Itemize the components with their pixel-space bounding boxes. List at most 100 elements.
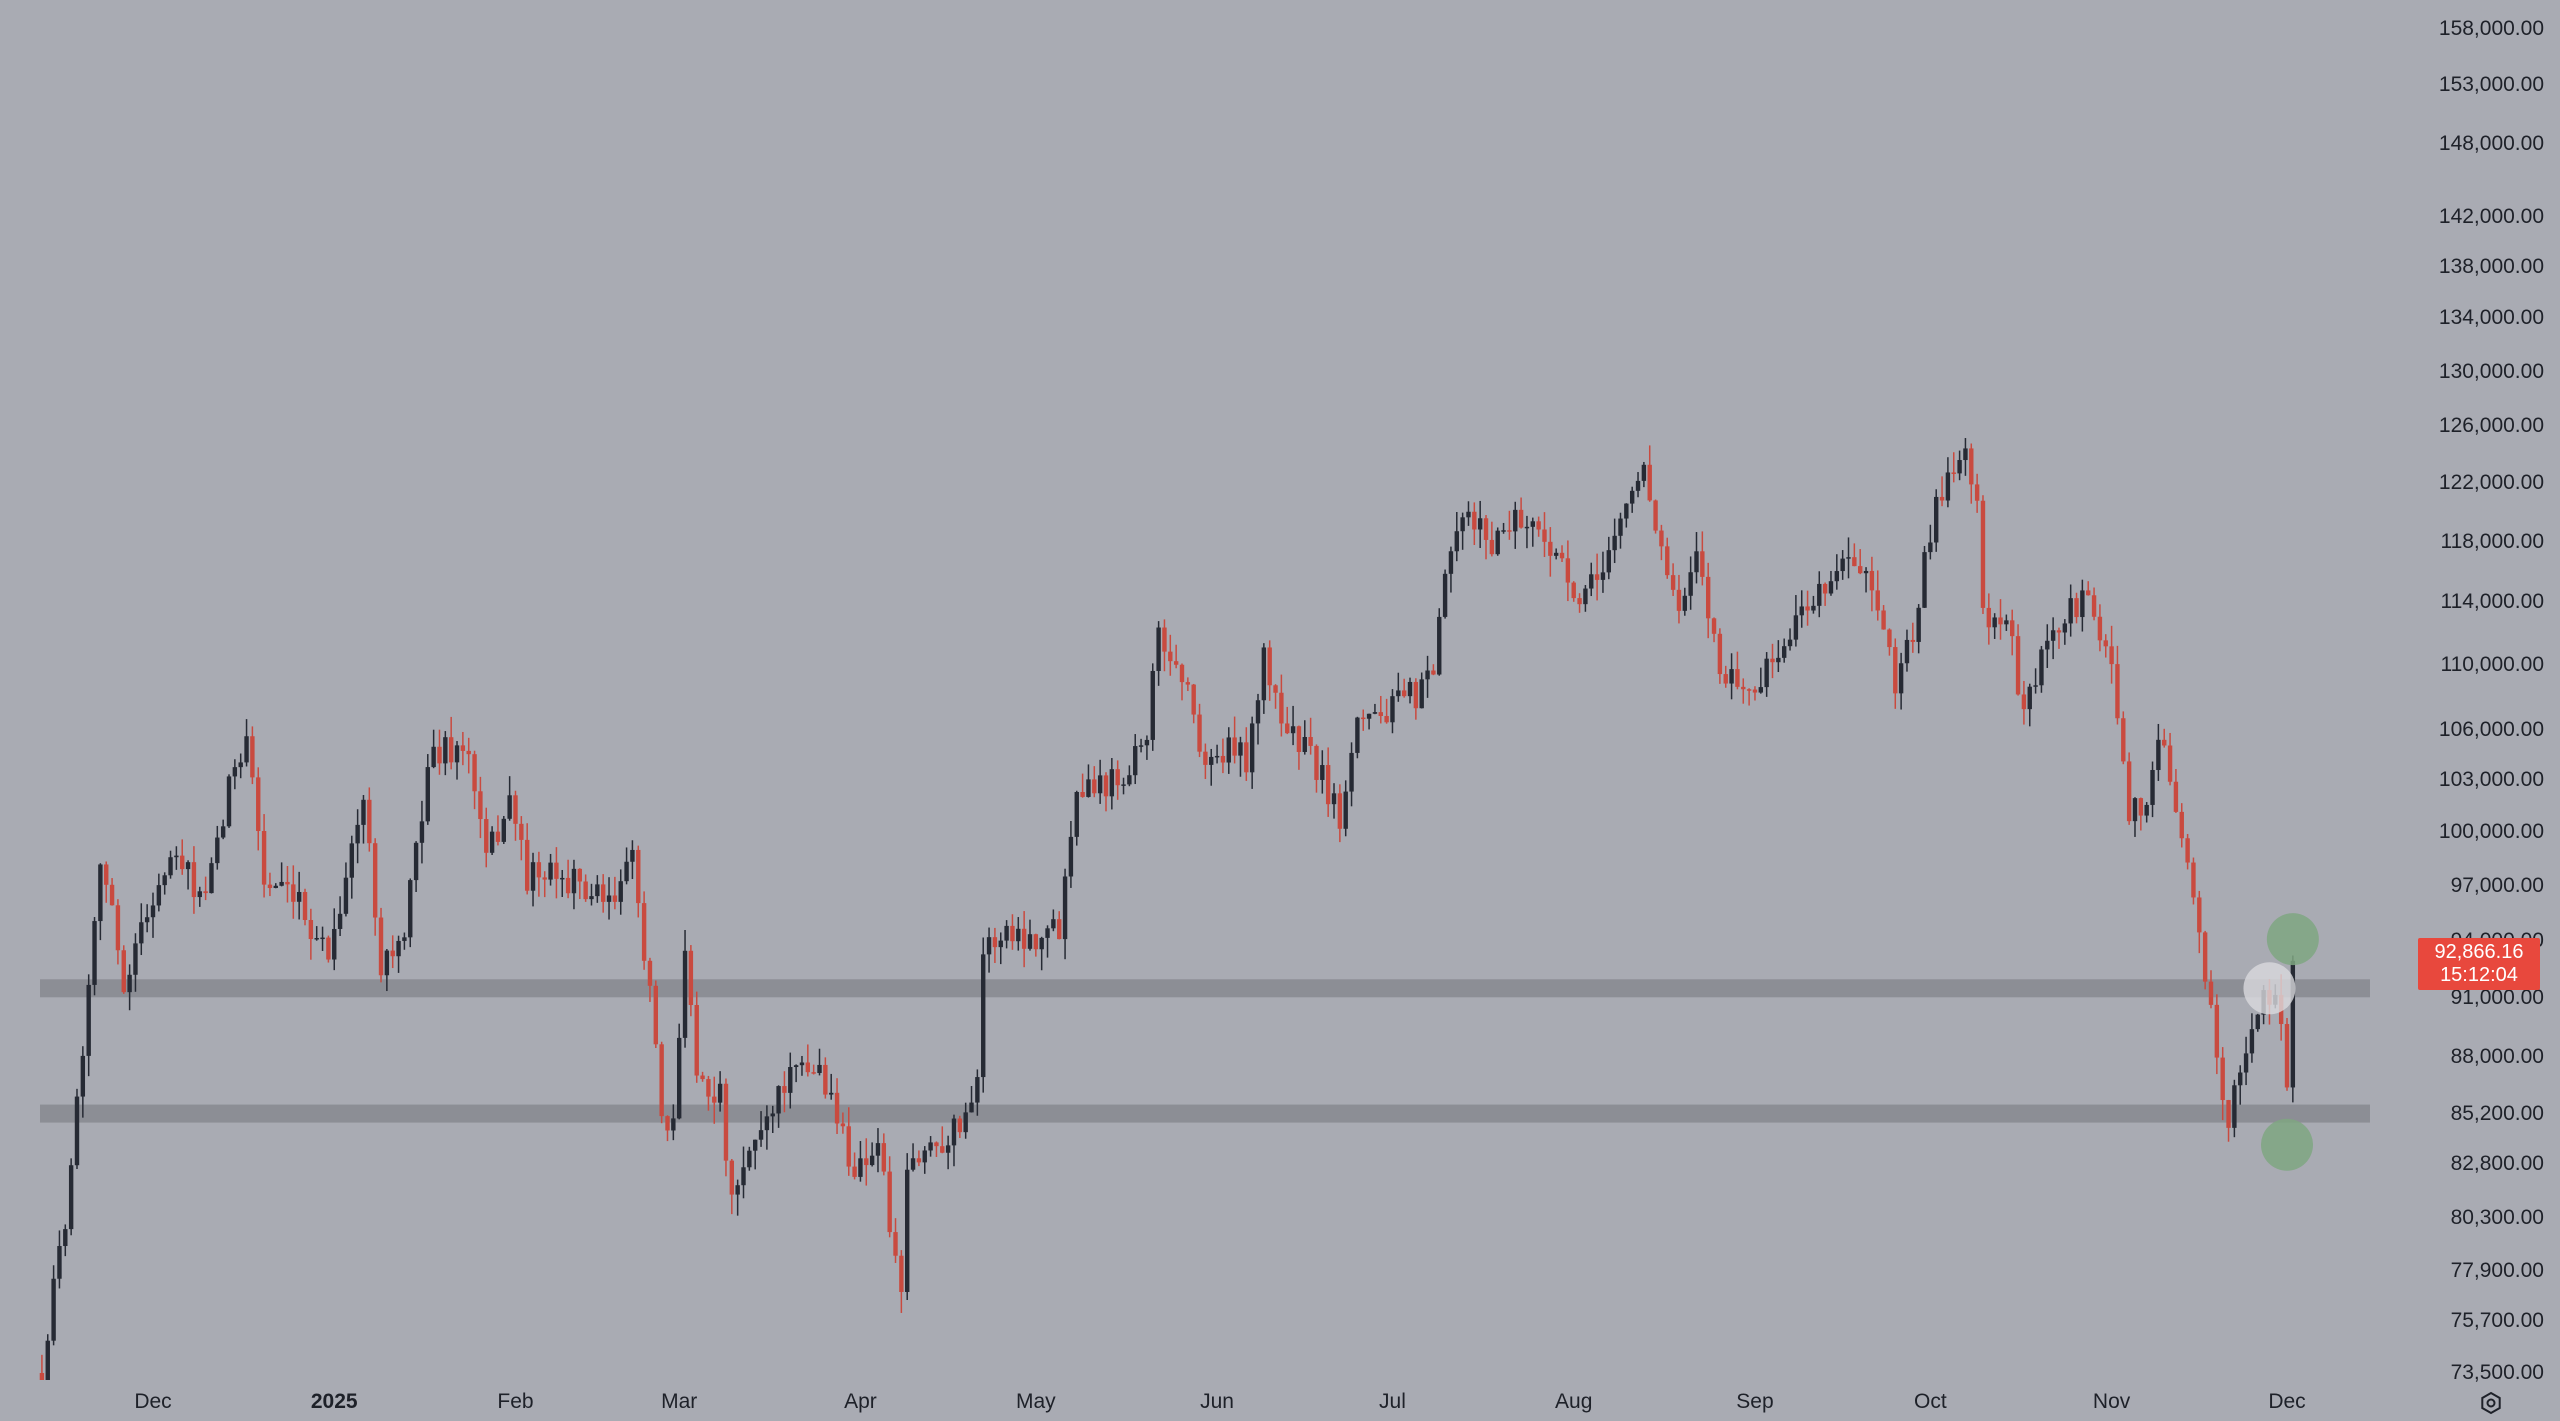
- candle-body: [390, 950, 395, 957]
- candle: [577, 868, 582, 900]
- candle-body: [2290, 960, 2296, 1088]
- candle: [671, 1104, 676, 1141]
- candle-body: [1366, 713, 1372, 719]
- candle-body: [1343, 791, 1348, 829]
- candle: [1483, 515, 1489, 560]
- candle: [2220, 1047, 2225, 1121]
- candle-body: [752, 1139, 758, 1151]
- candle-body: [1483, 518, 1489, 540]
- candlestick-chart[interactable]: [0, 0, 2405, 1380]
- candle: [770, 1105, 775, 1133]
- candle: [2103, 634, 2108, 658]
- candle: [1173, 644, 1179, 669]
- candle: [2015, 624, 2021, 696]
- candle-body: [1074, 792, 1079, 837]
- candle-body: [1057, 919, 1062, 940]
- candle: [1963, 438, 1968, 476]
- candle: [899, 1250, 904, 1313]
- candle: [1969, 443, 1974, 504]
- candle-body: [1279, 692, 1284, 724]
- candle-body: [1127, 775, 1132, 785]
- price-tick-label: 110,000.00: [2440, 652, 2544, 676]
- candle-body: [1758, 687, 1764, 693]
- candle-body: [1021, 928, 1027, 949]
- candle: [2238, 1065, 2243, 1105]
- candle: [220, 819, 226, 840]
- candle-body: [133, 943, 138, 975]
- candle: [1606, 536, 1611, 580]
- candle: [1156, 621, 1161, 686]
- candle-body: [1097, 775, 1103, 794]
- candle: [1150, 663, 1155, 751]
- candle: [291, 865, 296, 919]
- candle-body: [975, 1077, 980, 1103]
- candle: [1957, 450, 1962, 481]
- candle-body: [519, 823, 524, 840]
- candle: [665, 1115, 670, 1142]
- candle-body: [1665, 546, 1670, 576]
- green-circle-marker: [2266, 913, 2319, 966]
- candle: [846, 1107, 851, 1176]
- candle-body: [1717, 633, 1723, 675]
- candle-body: [2255, 1014, 2260, 1030]
- candle-body: [1904, 639, 1910, 664]
- candle-body: [1770, 658, 1775, 663]
- candle-body: [682, 950, 688, 1038]
- candle: [793, 1064, 799, 1083]
- candle: [2091, 587, 2097, 621]
- candle: [1600, 551, 1606, 593]
- candle-body: [197, 891, 202, 898]
- candle-body: [1133, 746, 1138, 776]
- candle-body: [454, 745, 460, 763]
- price-axis[interactable]: 158,000.00 153,000.00 148,000.00 142,000.00…: [2405, 0, 2560, 1384]
- gear-icon[interactable]: [2478, 1390, 2504, 1416]
- candle-body: [2109, 646, 2114, 665]
- candle: [1273, 684, 1278, 709]
- candle-body: [1168, 651, 1173, 662]
- candle-body: [957, 1118, 963, 1133]
- candle: [2010, 609, 2015, 656]
- candle-body: [747, 1150, 752, 1168]
- candle: [1916, 604, 1921, 654]
- candle: [320, 926, 325, 951]
- time-axis[interactable]: Dec 2025 Feb Mar Apr May Jun Jul Aug Sep Oct Nov Dec: [0, 1380, 2405, 1421]
- candle: [489, 826, 495, 856]
- candle-body: [788, 1067, 793, 1093]
- candle-body: [1653, 500, 1658, 531]
- candle-body: [1887, 629, 1892, 648]
- time-tick-label: May: [1015, 1390, 1056, 1413]
- candle-body: [799, 1062, 805, 1066]
- candle-body: [437, 746, 442, 764]
- candle-body: [905, 1169, 910, 1292]
- candle-body: [2004, 620, 2009, 625]
- candle-body: [2039, 649, 2044, 686]
- candle-body: [706, 1079, 711, 1097]
- candle-body: [1676, 589, 1682, 611]
- candle-body: [489, 831, 495, 853]
- candle-body: [2214, 1004, 2220, 1058]
- candle-body: [694, 1005, 699, 1076]
- candle: [1624, 503, 1629, 528]
- candle: [466, 737, 471, 774]
- candle-body: [1951, 472, 1956, 474]
- candle-body: [2243, 1053, 2249, 1073]
- candle: [1407, 677, 1413, 704]
- candle-body: [1811, 605, 1816, 611]
- candle-body: [191, 862, 197, 898]
- candle: [823, 1057, 828, 1099]
- price-tick-label: 106,000.00: [2438, 717, 2544, 741]
- candle-body: [285, 881, 290, 885]
- candle: [2050, 617, 2056, 660]
- candle-body: [513, 795, 518, 824]
- candle: [688, 945, 694, 1017]
- candle-body: [969, 1102, 974, 1113]
- candle: [1741, 678, 1746, 704]
- candle-body: [2062, 623, 2068, 633]
- candle: [1384, 698, 1389, 724]
- candle-body: [548, 862, 553, 880]
- candle-body: [1612, 535, 1617, 551]
- candle: [694, 991, 699, 1083]
- candle-body: [144, 917, 150, 923]
- candle: [74, 1088, 80, 1169]
- price-tick-label: 134,000.00: [2438, 306, 2544, 330]
